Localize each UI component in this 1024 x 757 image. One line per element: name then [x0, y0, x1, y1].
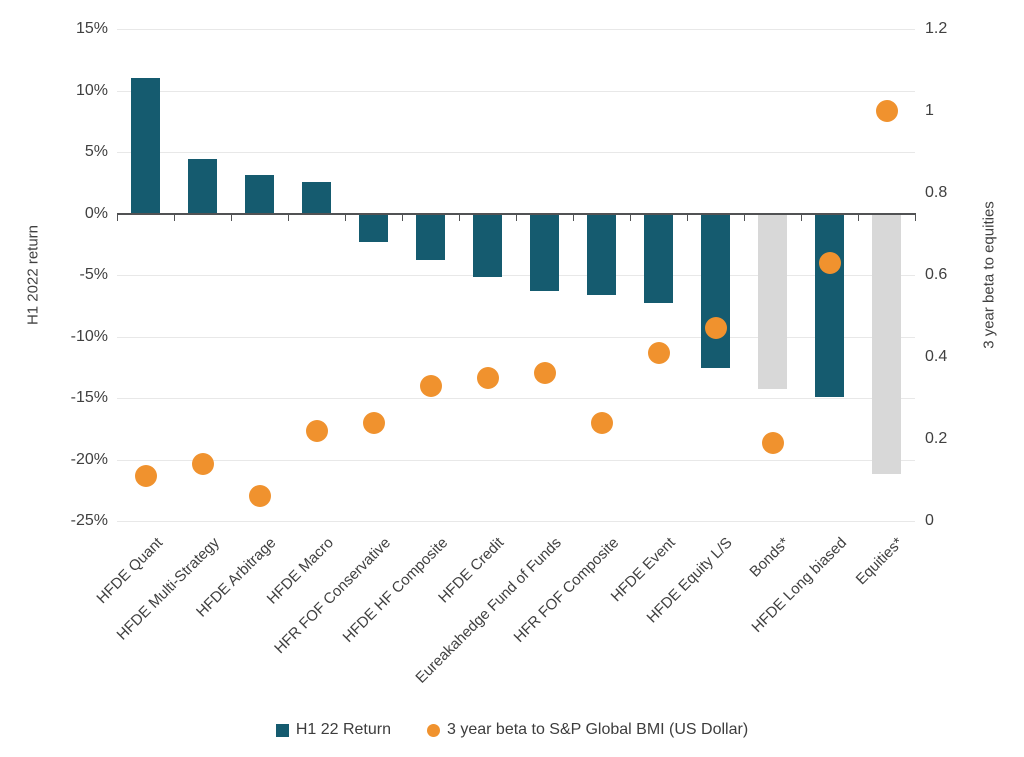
x-category-label: HFDE HF Composite	[339, 534, 451, 646]
bar	[359, 213, 388, 242]
bar	[473, 213, 502, 278]
legend-label-beta: 3 year beta to S&P Global BMI (US Dollar…	[447, 721, 749, 738]
left-axis-tick-label: -5%	[79, 266, 108, 283]
x-axis-tick	[744, 214, 745, 221]
x-axis-tick	[915, 214, 916, 221]
bar	[188, 159, 217, 214]
bar-muted	[872, 213, 901, 475]
beta-dot	[818, 251, 841, 274]
right-axis-tick-label: 1	[925, 102, 934, 119]
left-axis-title: H1 2022 return	[24, 224, 42, 326]
beta-dot	[362, 411, 385, 434]
right-axis-tick-label: 0.2	[925, 430, 948, 447]
bar-swatch-icon	[275, 723, 289, 737]
x-category-label: HFDE Multi-Strategy	[113, 534, 223, 644]
bar	[815, 213, 844, 397]
x-axis-tick	[402, 214, 403, 221]
right-axis-tick-label: 0.4	[925, 348, 948, 365]
bar	[644, 213, 673, 304]
bar	[131, 78, 160, 214]
right-axis-tick-label: 0.6	[925, 266, 948, 283]
gridline	[117, 29, 915, 30]
gridline	[117, 398, 915, 399]
gridline	[117, 336, 915, 338]
gridline	[117, 152, 915, 153]
beta-dot	[476, 366, 499, 389]
right-axis-tick-label: 0.8	[925, 184, 948, 201]
x-axis-line	[117, 212, 916, 215]
x-category-label: Equities*	[852, 534, 907, 589]
beta-dot	[419, 374, 442, 397]
x-category-label: HFR FOF Conservative	[270, 534, 394, 658]
left-axis-tick-label: 5%	[84, 143, 108, 160]
x-axis-tick	[174, 214, 175, 221]
legend-item-beta: 3 year beta to S&P Global BMI (US Dollar…	[427, 721, 748, 739]
x-axis-tick	[117, 214, 118, 221]
gridline	[117, 521, 915, 522]
bar	[587, 213, 616, 295]
left-axis-tick-label: -10%	[70, 327, 108, 345]
x-axis-tick	[573, 214, 574, 221]
legend-label-h1-return: H1 22 Return	[295, 721, 391, 738]
beta-dot	[248, 485, 271, 508]
bar-muted	[758, 213, 787, 390]
right-axis-title: 3 year beta to equities	[980, 201, 998, 349]
gridline	[117, 90, 915, 92]
x-category-label: HFR FOF Composite	[510, 534, 622, 646]
beta-dot	[191, 452, 214, 475]
beta-dot	[761, 432, 784, 455]
x-axis-tick	[459, 214, 460, 221]
x-axis-tick	[801, 214, 802, 221]
left-axis-tick-label: 0%	[84, 204, 108, 222]
beta-dot	[134, 464, 157, 487]
left-axis-tick-label: -15%	[70, 389, 108, 406]
beta-dot	[704, 317, 727, 340]
legend-item-h1-return: H1 22 Return	[275, 721, 391, 739]
beta-dot	[647, 341, 670, 364]
x-axis-tick	[687, 214, 688, 221]
left-axis-tick-label: 10%	[75, 81, 108, 99]
beta-dot	[590, 411, 613, 434]
bar	[416, 213, 445, 261]
x-axis-tick	[858, 214, 859, 221]
left-axis-tick-label: -25%	[70, 512, 108, 529]
x-axis-tick	[288, 214, 289, 221]
beta-dot	[533, 362, 556, 385]
left-axis-tick-label: -20%	[70, 450, 108, 468]
x-axis-tick	[345, 214, 346, 221]
right-axis-tick-label: 1.2	[925, 20, 948, 37]
bar	[245, 175, 274, 214]
beta-dot	[305, 419, 328, 442]
x-category-label: Bonds*	[746, 534, 793, 581]
gridline	[117, 275, 915, 276]
beta-dot	[875, 100, 898, 122]
bar	[302, 181, 331, 214]
x-axis-tick	[231, 214, 232, 221]
legend: H1 22 Return 3 year beta to S&P Global B…	[0, 721, 1024, 739]
dot-swatch-icon	[427, 723, 440, 737]
gridline	[117, 459, 915, 461]
right-axis-tick-label: 0	[925, 512, 934, 529]
x-axis-tick	[516, 214, 517, 221]
x-axis-tick	[630, 214, 631, 221]
bar	[530, 213, 559, 291]
left-axis-tick-label: 15%	[75, 20, 108, 37]
bar	[701, 213, 730, 369]
